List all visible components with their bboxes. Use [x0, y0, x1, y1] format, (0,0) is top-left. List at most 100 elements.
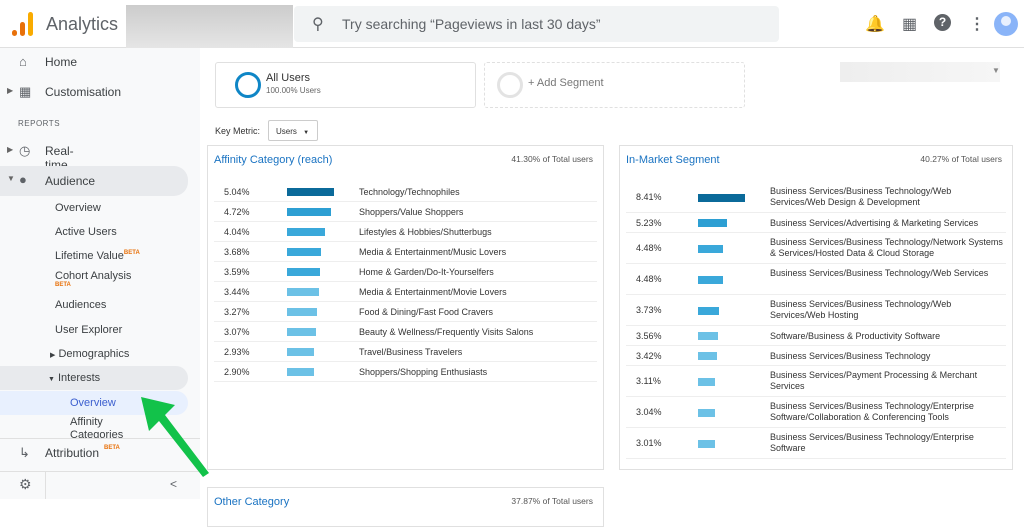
nav-demographics[interactable]: ▶ Demographics: [50, 348, 129, 360]
row-name[interactable]: Business Services/Business Technology/We…: [770, 299, 952, 320]
row-bar: [287, 248, 322, 256]
table-row[interactable]: 3.73% Business Services/Business Technolo…: [626, 295, 1006, 326]
row-name[interactable]: Technology/Technophiles: [359, 186, 460, 197]
table-row[interactable]: 5.23% Business Services/Advertising & Mar…: [626, 213, 1006, 233]
table-row[interactable]: 4.48% Business Services/Business Technolo…: [626, 264, 1006, 295]
table-row[interactable]: 3.44% Media & Entertainment/Movie Lovers: [214, 282, 597, 302]
row-bar: [287, 288, 320, 296]
row-value: 3.42%: [636, 350, 662, 361]
table-row[interactable]: 3.07% Beauty & Wellness/Frequently Visits…: [214, 322, 597, 342]
table-row[interactable]: 4.04% Lifestyles & Hobbies/Shutterbugs: [214, 222, 597, 242]
nav-user-explorer[interactable]: User Explorer: [55, 324, 123, 336]
row-value: 2.93%: [224, 346, 250, 357]
row-bar: [287, 348, 315, 356]
reports-heading: REPORTS: [18, 119, 61, 128]
key-metric-dropdown[interactable]: Users ▼: [268, 120, 318, 141]
nav-active-users[interactable]: Active Users: [55, 226, 117, 238]
table-row[interactable]: 4.72% Shoppers/Value Shoppers: [214, 202, 597, 222]
row-name[interactable]: Business Services/Advertising & Marketin…: [770, 217, 979, 228]
row-name[interactable]: Media & Entertainment/Music Lovers: [359, 246, 507, 257]
table-row[interactable]: 3.11% Business Services/Payment Processin…: [626, 366, 1006, 397]
table-row[interactable]: 5.04% Technology/Technophiles: [214, 182, 597, 202]
table-row[interactable]: 8.41% Business Services/Business Technolo…: [626, 182, 1006, 213]
expand-icon: ▶: [50, 352, 56, 359]
add-segment-button[interactable]: + Add Segment: [484, 62, 745, 108]
bell-icon[interactable]: 🔔: [865, 16, 885, 33]
key-metric-label: Key Metric:: [215, 126, 261, 136]
panel-title[interactable]: Other Category: [214, 496, 290, 508]
nav-overview[interactable]: Overview: [55, 202, 101, 214]
row-value: 3.27%: [224, 306, 250, 317]
table-row[interactable]: 2.93% Travel/Business Travelers: [214, 342, 597, 362]
nav-affinity-categories[interactable]: Affinity Categories: [70, 416, 124, 438]
collapse-icon: ▼: [48, 376, 55, 383]
row-name[interactable]: Business Services/Business Technology: [770, 350, 931, 361]
nav-interests-bg: [0, 366, 188, 390]
row-value: 3.56%: [636, 330, 662, 341]
row-name[interactable]: Business Services/Business Technology/We…: [770, 268, 989, 278]
label: Attribution: [45, 446, 100, 460]
row-name[interactable]: Software/Business & Productivity Softwar…: [770, 330, 941, 341]
table-row[interactable]: 2.90% Shoppers/Shopping Enthusiasts: [214, 362, 597, 382]
row-value: 8.41%: [636, 192, 662, 202]
label: Cohort Analysis: [55, 270, 132, 282]
chevron-down-icon: ▼: [303, 130, 310, 136]
add-segment-label: + Add Segment: [528, 77, 604, 89]
chevron-down-icon[interactable]: ▼: [992, 66, 1000, 75]
more-vert-icon[interactable]: ⋮: [969, 16, 985, 33]
selected-value: Users: [276, 127, 297, 136]
table-row[interactable]: 3.01% Business Services/Business Technolo…: [626, 428, 1006, 459]
nav-interests[interactable]: ▼ Interests: [48, 372, 100, 384]
green-arrow-annotation: [141, 397, 209, 477]
table-row[interactable]: 3.04% Business Services/Business Technolo…: [626, 397, 1006, 428]
row-name[interactable]: Business Services/Business Technology/Ne…: [770, 237, 1003, 258]
row-name[interactable]: Food & Dining/Fast Food Cravers: [359, 306, 494, 317]
row-name[interactable]: Beauty & Wellness/Frequently Visits Salo…: [359, 326, 534, 337]
table-row[interactable]: 3.27% Food & Dining/Fast Food Cravers: [214, 302, 597, 322]
row-value: 5.23%: [636, 217, 662, 228]
row-name[interactable]: Home & Garden/Do-It-Yourselfers: [359, 266, 494, 277]
table-row[interactable]: 3.56% Software/Business & Productivity So…: [626, 326, 1006, 346]
sidebar-item-audience[interactable]: ▼ ● Audience: [0, 166, 188, 196]
help-icon[interactable]: ?: [934, 14, 951, 31]
row-name[interactable]: Business Services/Business Technology/En…: [770, 401, 974, 422]
label: Audience: [45, 174, 96, 188]
row-bar: [287, 328, 316, 336]
nav-lifetime-value[interactable]: Lifetime ValueBETA: [55, 250, 140, 262]
row-bar: [698, 219, 728, 227]
segment-all-users[interactable]: All Users 100.00% Users: [215, 62, 476, 108]
row-name[interactable]: Lifestyles & Hobbies/Shutterbugs: [359, 226, 492, 237]
table-row[interactable]: 4.48% Business Services/Business Technolo…: [626, 233, 1006, 264]
table-row[interactable]: 3.42% Business Services/Business Technolo…: [626, 346, 1006, 366]
table-row[interactable]: 3.59% Home & Garden/Do-It-Yourselfers: [214, 262, 597, 282]
panel-title[interactable]: Affinity Category (reach): [214, 154, 333, 166]
account-selector[interactable]: [126, 5, 293, 49]
apps-grid-icon[interactable]: ▦: [902, 16, 918, 33]
collapse-sidebar-button[interactable]: <: [170, 477, 178, 491]
gear-icon[interactable]: ⚙: [19, 476, 32, 492]
row-value: 5.04%: [224, 186, 250, 197]
analytics-logo: [12, 12, 34, 36]
row-bar: [698, 377, 716, 386]
search-placeholder: Try searching “Pageviews in last 30 days…: [342, 16, 601, 32]
row-name[interactable]: Business Services/Business Technology/We…: [770, 186, 952, 207]
nav-audiences[interactable]: Audiences: [55, 299, 107, 311]
row-value: 3.68%: [224, 246, 250, 257]
row-name[interactable]: Business Services/Business Technology/En…: [770, 432, 974, 453]
avatar[interactable]: [994, 12, 1018, 36]
main-content: All Users 100.00% Users + Add Segment ▼ …: [200, 48, 1024, 527]
row-name[interactable]: Business Services/Payment Processing & M…: [770, 370, 978, 391]
home-icon: ⌂: [19, 54, 27, 69]
label: Lifetime Value: [55, 250, 124, 262]
row-bar: [698, 439, 715, 448]
row-name[interactable]: Shoppers/Value Shoppers: [359, 206, 464, 217]
row-name[interactable]: Travel/Business Travelers: [359, 346, 463, 357]
nav-cohort-analysis[interactable]: Cohort Analysis BETA: [55, 270, 131, 288]
search-input[interactable]: ⚲ Try searching “Pageviews in last 30 day…: [294, 6, 779, 42]
table-row[interactable]: 3.68% Media & Entertainment/Music Lovers: [214, 242, 597, 262]
row-name[interactable]: Shoppers/Shopping Enthusiasts: [359, 366, 488, 377]
row-bar: [698, 306, 719, 315]
date-range-selector[interactable]: [840, 62, 1000, 82]
row-name[interactable]: Media & Entertainment/Movie Lovers: [359, 286, 507, 297]
panel-title[interactable]: In-Market Segment: [626, 154, 720, 166]
